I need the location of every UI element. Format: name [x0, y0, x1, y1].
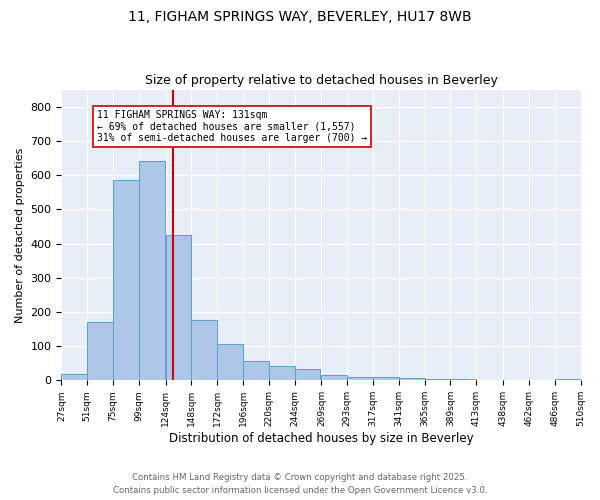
Bar — [425, 378, 451, 380]
Text: Contains HM Land Registry data © Crown copyright and database right 2025.
Contai: Contains HM Land Registry data © Crown c… — [113, 474, 487, 495]
Bar — [61, 374, 87, 380]
Text: 11, FIGHAM SPRINGS WAY, BEVERLEY, HU17 8WB: 11, FIGHAM SPRINGS WAY, BEVERLEY, HU17 8… — [128, 10, 472, 24]
Bar — [166, 235, 191, 380]
Bar — [347, 377, 373, 380]
Title: Size of property relative to detached houses in Beverley: Size of property relative to detached ho… — [145, 74, 497, 87]
Bar — [555, 378, 581, 380]
Bar — [269, 366, 295, 380]
Text: 11 FIGHAM SPRINGS WAY: 131sqm
← 69% of detached houses are smaller (1,557)
31% o: 11 FIGHAM SPRINGS WAY: 131sqm ← 69% of d… — [97, 110, 367, 144]
X-axis label: Distribution of detached houses by size in Beverley: Distribution of detached houses by size … — [169, 432, 473, 445]
Bar — [295, 370, 320, 380]
Bar — [139, 162, 164, 380]
Bar — [113, 180, 139, 380]
Bar — [373, 378, 399, 380]
Bar — [243, 361, 269, 380]
Bar — [87, 322, 113, 380]
Bar — [399, 378, 425, 380]
Y-axis label: Number of detached properties: Number of detached properties — [15, 148, 25, 322]
Bar — [322, 375, 347, 380]
Bar — [217, 344, 243, 380]
Bar — [191, 320, 217, 380]
